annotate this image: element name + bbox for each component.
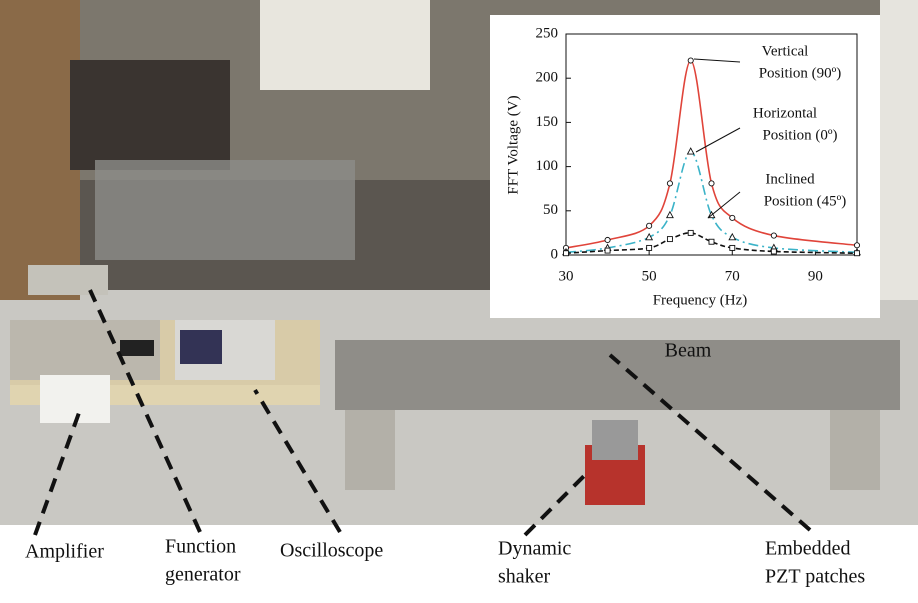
y-tick-label: 250	[536, 25, 559, 41]
x-tick-label: 70	[725, 268, 740, 284]
photo-label: Function	[165, 536, 236, 558]
y-tick-label: 100	[536, 158, 559, 174]
annotation: Inclined	[765, 171, 815, 187]
annotation: Position (45º)	[764, 193, 847, 209]
marker	[708, 180, 715, 187]
marker	[604, 247, 611, 254]
plot-frame	[565, 33, 858, 256]
marker	[646, 244, 653, 251]
annotation: Position (0º)	[762, 127, 837, 143]
marker	[728, 232, 737, 241]
photo-labels: Beam Amplifier Function generator Oscillosco…	[25, 340, 865, 588]
photo-label: Embedded	[765, 538, 851, 560]
photo-label: shaker	[498, 566, 551, 588]
marker	[687, 57, 694, 64]
marker	[708, 238, 715, 245]
x-axis-label: Frequency (Hz)	[653, 292, 748, 308]
callout-arrows	[33, 289, 812, 537]
marker	[729, 214, 736, 221]
marker	[563, 250, 569, 257]
chart: 30 50 70 90 0 50 100 150 200 250 Vertical Position …	[536, 25, 861, 284]
annotation: Horizontal	[753, 105, 817, 121]
marker	[665, 210, 674, 219]
photo-label: PZT patches	[765, 566, 865, 588]
x-tick-label: 30	[559, 268, 574, 284]
y-tick-label: 150	[536, 114, 559, 130]
annotation: Vertical	[762, 43, 809, 59]
photo-label: Oscilloscope	[280, 540, 383, 562]
photo-label: Dynamic	[498, 538, 571, 560]
annotation: Position (90º)	[759, 65, 842, 81]
annotation-arrows	[693, 58, 741, 219]
x-tick-label: 50	[642, 268, 657, 284]
marker	[853, 242, 861, 249]
y-tick-label: 0	[551, 246, 559, 262]
photo-label: generator	[165, 564, 241, 586]
x-tick-label: 90	[808, 268, 823, 284]
photo-label: Amplifier	[25, 541, 104, 563]
chart-panel	[490, 15, 880, 318]
y-tick-label: 50	[543, 202, 558, 218]
y-axis-label: FFT Voltage (V)	[505, 95, 521, 194]
marker	[645, 232, 654, 241]
marker	[666, 180, 673, 187]
photo-label: Beam	[665, 340, 712, 362]
marker	[770, 232, 777, 239]
series-line	[565, 232, 858, 255]
marker	[646, 222, 653, 229]
marker	[729, 244, 736, 251]
marker	[770, 248, 777, 255]
marker	[604, 236, 611, 244]
marker	[687, 229, 694, 236]
marker	[666, 236, 673, 243]
y-tick-label: 200	[536, 70, 559, 86]
marker	[686, 147, 695, 155]
marker	[854, 250, 860, 257]
